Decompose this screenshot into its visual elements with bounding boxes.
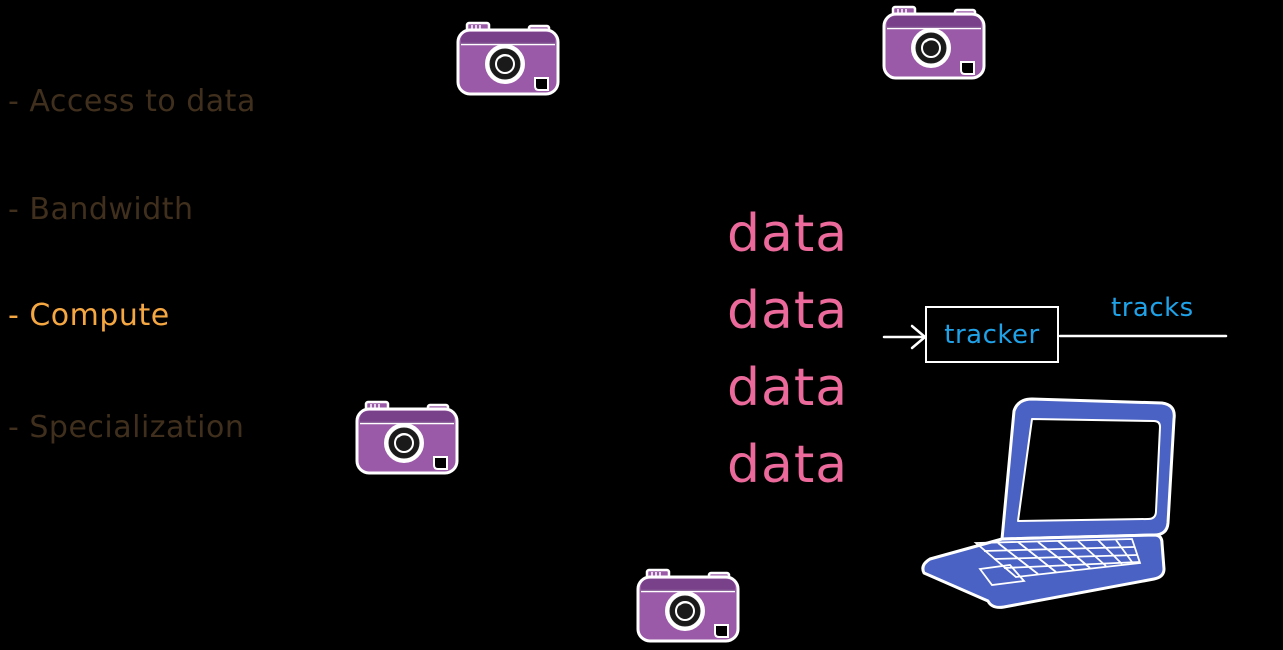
camera-icon xyxy=(456,21,560,96)
tracks-label: tracks xyxy=(1111,293,1194,323)
bullet-access-to-data: - Access to data xyxy=(8,84,256,119)
bullet-bandwidth: - Bandwidth xyxy=(8,192,194,227)
data-label: data xyxy=(727,281,849,341)
data-label: data xyxy=(727,435,849,495)
arrow-right-icon xyxy=(882,324,927,350)
tracker-label: tracker xyxy=(944,319,1040,350)
camera-icon xyxy=(355,400,459,475)
camera-icon xyxy=(882,5,986,80)
data-label: data xyxy=(727,204,849,264)
bullet-compute: - Compute xyxy=(8,298,170,333)
laptop-icon xyxy=(921,397,1176,609)
bullet-specialization: - Specialization xyxy=(8,410,245,445)
camera-icon xyxy=(636,568,740,643)
tracker-box: tracker xyxy=(925,306,1059,363)
data-label: data xyxy=(727,358,849,418)
